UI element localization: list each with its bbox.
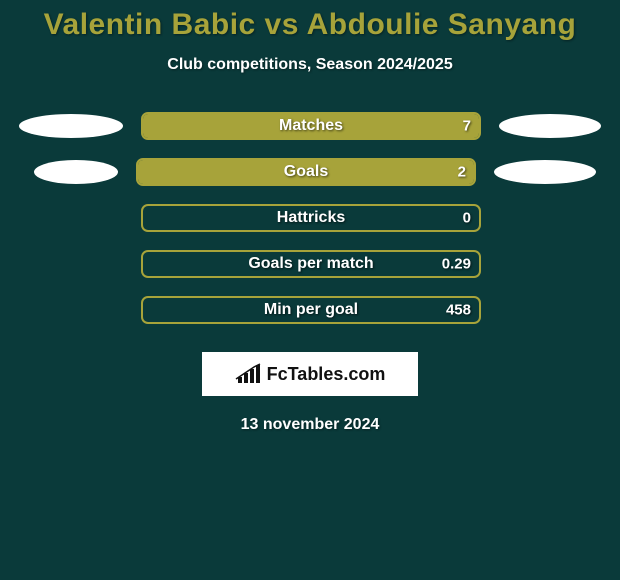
stat-rows: Matches 7 Goals 2 Hattricks 0 Goals per match 0… <box>0 112 620 324</box>
stat-bar: Min per goal 458 <box>141 296 481 324</box>
stat-row: Min per goal 458 <box>0 296 620 324</box>
subtitle: Club competitions, Season 2024/2025 <box>0 56 620 74</box>
stat-row: Goals per match 0.29 <box>0 250 620 278</box>
page-title: Valentin Babic vs Abdoulie Sanyang <box>0 0 620 42</box>
stat-bar: Goals per match 0.29 <box>141 250 481 278</box>
stat-value: 0 <box>463 210 471 227</box>
stat-value: 0.29 <box>442 256 471 273</box>
left-ellipse <box>19 114 123 138</box>
left-ellipse <box>34 160 118 184</box>
right-ellipse <box>499 114 601 138</box>
bar-chart-icon <box>235 363 263 385</box>
stat-value: 458 <box>446 302 471 319</box>
fctables-logo: FcTables.com <box>202 352 418 396</box>
date-text: 13 november 2024 <box>0 416 620 434</box>
stat-label: Hattricks <box>277 209 345 227</box>
stat-bar: Matches 7 <box>141 112 481 140</box>
stat-row: Goals 2 <box>0 158 620 186</box>
stat-label: Min per goal <box>264 301 358 319</box>
right-ellipse <box>494 160 596 184</box>
stat-value: 2 <box>458 164 466 181</box>
logo-text: FcTables.com <box>267 364 386 385</box>
stat-row: Hattricks 0 <box>0 204 620 232</box>
stat-label: Goals per match <box>248 255 373 273</box>
stat-label: Goals <box>284 163 328 181</box>
stat-label: Matches <box>279 117 343 135</box>
stat-bar: Goals 2 <box>136 158 476 186</box>
stat-value: 7 <box>463 118 471 135</box>
stat-bar: Hattricks 0 <box>141 204 481 232</box>
stat-row: Matches 7 <box>0 112 620 140</box>
